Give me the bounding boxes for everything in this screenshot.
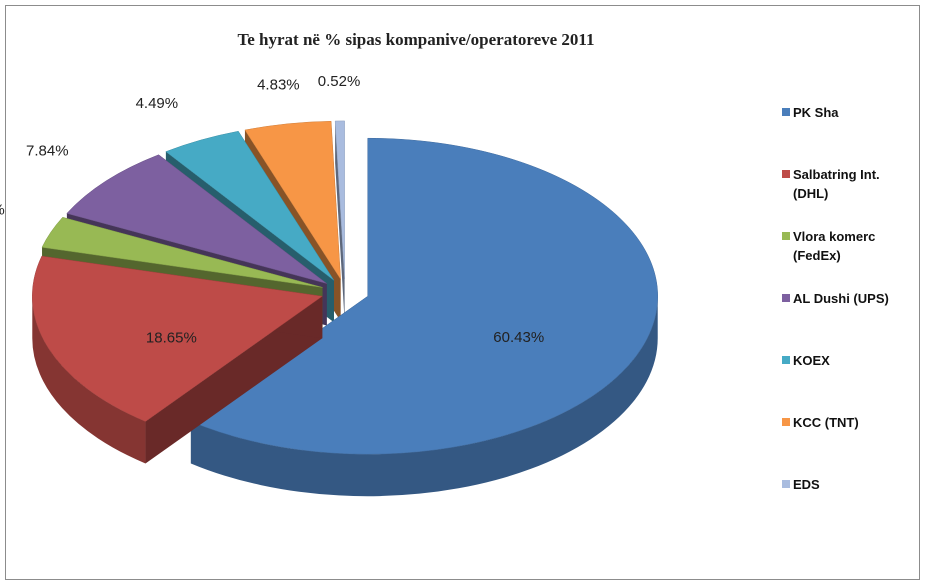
legend-item: Salbatring Int. (DHL) [782,165,901,203]
legend-label: Vlora komerc (FedEx) [793,229,876,263]
legend-label: Salbatring Int. (DHL) [793,167,880,201]
slice-top [165,130,335,281]
slice-top [334,120,345,279]
slice-face [145,296,323,464]
legend-label: PK Sha [793,105,839,120]
legend-item: Vlora komerc (FedEx) [782,227,901,265]
data-label: 0.52% [318,73,361,90]
legend-item: PK Sha [782,103,923,122]
legend-swatch [782,170,790,178]
legend-label: AL Dushi (UPS) [793,291,889,306]
data-label: 60.43% [493,329,544,346]
legend-swatch [782,232,790,240]
slice-top [32,255,323,422]
legend-item: EDS [782,475,923,494]
slice-face [335,121,345,321]
pie-slice [32,255,323,464]
legend-swatch [782,480,790,488]
legend-label: KCC (TNT) [793,415,859,430]
legend-item: KCC (TNT) [782,413,923,432]
slice-side [190,296,658,497]
legend-label: EDS [793,477,820,492]
data-label: 4.83% [257,76,300,93]
pie-slice [190,137,658,497]
legend-swatch [782,294,790,302]
data-label: 3.23% [0,202,5,219]
data-label: 7.84% [26,143,69,160]
slice-top [41,217,323,288]
slice-top [190,137,658,455]
slice-side [32,296,146,464]
chart-title: Te hyrat në % sipas kompanive/operatorev… [237,30,594,49]
legend-swatch [782,356,790,364]
legend-item: AL Dushi (UPS) [782,289,923,308]
data-label: 4.49% [136,95,179,112]
legend-swatch [782,418,790,426]
legend-swatch [782,108,790,116]
data-label: 18.65% [146,329,197,346]
slice-top [244,120,341,281]
legend-label: KOEX [793,353,830,368]
pie-slice [334,120,345,321]
slice-top [66,154,327,284]
legend-item: KOEX [782,351,923,370]
